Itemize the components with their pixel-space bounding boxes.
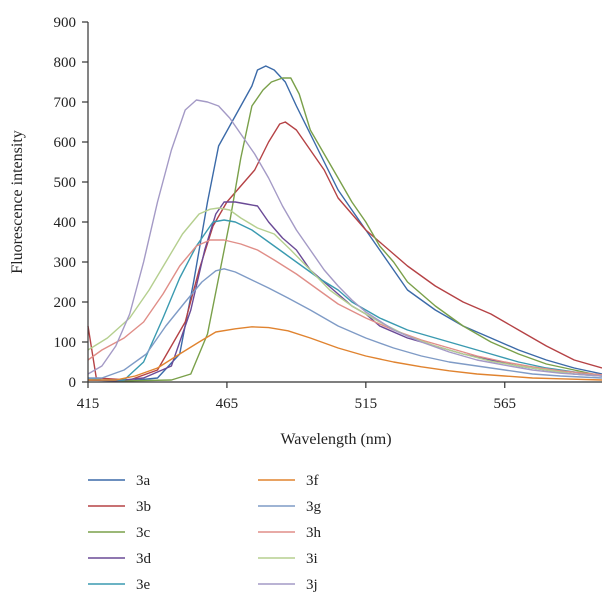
x-tick-label: 415 [77, 396, 100, 412]
y-tick-label: 0 [69, 375, 77, 391]
y-tick-label: 300 [54, 255, 77, 271]
legend-label: 3h [306, 525, 322, 541]
x-tick-label: 465 [216, 396, 239, 412]
legend-item-3e: 3e [88, 577, 151, 593]
y-tick-label: 200 [54, 295, 77, 311]
legend-label: 3c [136, 525, 151, 541]
series-line-3j [87, 99, 602, 377]
legend-item-3d: 3d [88, 551, 152, 567]
x-tick-label: 565 [494, 396, 517, 412]
series-line-3c [87, 77, 602, 382]
y-tick-label: 400 [54, 215, 77, 231]
legend-item-3h: 3h [258, 525, 322, 541]
series-line-3b [87, 121, 602, 381]
legend-label: 3f [306, 473, 319, 489]
series-line-3e [87, 219, 602, 381]
legend-item-3g: 3g [258, 499, 322, 515]
ticks-layer: 0 100 200 300 400 500 600 700 800 900 415 465 515 565 [54, 15, 517, 412]
y-tick-label: 700 [54, 95, 77, 111]
legend-item-3j: 3j [258, 577, 318, 593]
legend: 3a 3b 3c 3d 3e 3f 3g 3h 3i 3j [88, 473, 322, 593]
legend-label: 3j [306, 577, 318, 593]
series-line-3g [88, 268, 602, 379]
y-tick-label: 600 [54, 135, 77, 151]
legend-label: 3g [306, 499, 322, 515]
y-tick-label: 100 [54, 335, 77, 351]
axes-layer [87, 22, 602, 383]
y-tick-label: 500 [54, 175, 77, 191]
legend-item-3b: 3b [88, 499, 151, 515]
series-layer [87, 65, 602, 382]
series-line-3f [88, 326, 602, 381]
legend-label: 3b [136, 499, 151, 515]
legend-item-3f: 3f [258, 473, 319, 489]
y-tick-label: 800 [54, 55, 77, 71]
series-line-3h [87, 239, 602, 376]
legend-label: 3d [136, 551, 152, 567]
x-tick-label: 515 [355, 396, 378, 412]
y-axis-title: Fluorescence intensity [9, 130, 26, 274]
legend-item-3i: 3i [258, 551, 318, 567]
legend-label: 3i [306, 551, 318, 567]
legend-item-3a: 3a [88, 473, 151, 489]
y-tick-label: 900 [54, 15, 77, 31]
x-axis-title: Wavelength (nm) [280, 431, 391, 448]
legend-item-3c: 3c [88, 525, 151, 541]
series-line-3i [87, 207, 602, 377]
legend-label: 3e [136, 577, 151, 593]
legend-label: 3a [136, 473, 151, 489]
